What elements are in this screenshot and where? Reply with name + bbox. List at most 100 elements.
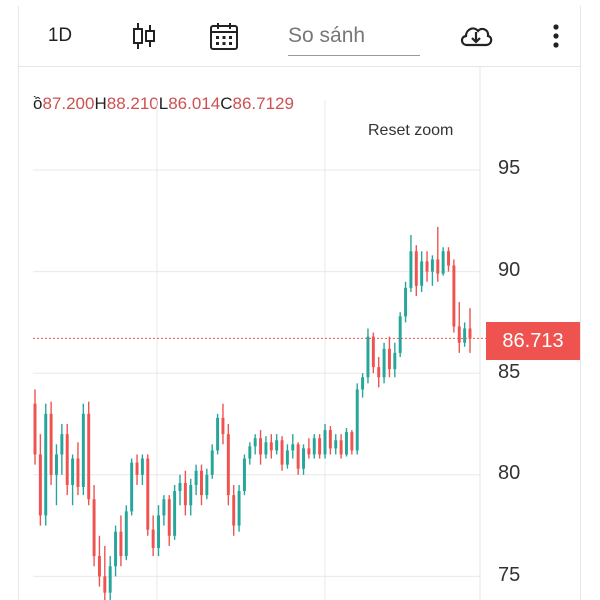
candle-body xyxy=(226,434,230,496)
candle-body xyxy=(296,444,300,469)
candle-body xyxy=(114,531,118,567)
candle-body xyxy=(157,515,160,548)
candle-body xyxy=(259,438,263,455)
candle-down xyxy=(280,436,284,471)
candle-down xyxy=(146,454,150,536)
high-value: 88.210 xyxy=(106,94,159,113)
candle-body xyxy=(414,251,418,286)
candle-body xyxy=(87,413,91,500)
y-tick-85: 85 xyxy=(498,361,521,383)
candlestick-icon[interactable] xyxy=(124,6,164,66)
candle-up xyxy=(237,484,241,532)
y-tick-95: 95 xyxy=(498,157,521,179)
compare-placeholder: So sánh xyxy=(288,24,366,47)
candle-body xyxy=(140,458,144,475)
candle-down xyxy=(103,545,107,600)
compare-input[interactable]: So sánh xyxy=(288,6,420,66)
candle-down xyxy=(92,484,96,567)
reset-zoom-button[interactable]: Reset zoom xyxy=(368,122,454,139)
candle-body xyxy=(361,377,365,390)
candle-body xyxy=(183,482,187,506)
right-border xyxy=(580,6,581,600)
candle-body xyxy=(65,434,69,485)
candle-body xyxy=(339,440,343,455)
timeframe-button[interactable]: 1D xyxy=(47,25,73,46)
y-tick-75: 75 xyxy=(498,564,521,586)
candle-up xyxy=(216,413,220,455)
candle-body xyxy=(275,440,279,451)
candle-body xyxy=(312,438,316,455)
y-tick-90: 90 xyxy=(498,259,521,281)
candle-body xyxy=(345,432,348,455)
calendar-icon[interactable] xyxy=(204,6,244,66)
candle-down xyxy=(97,535,101,587)
candle-body xyxy=(468,328,472,339)
candle-down xyxy=(269,434,273,459)
candle-up xyxy=(81,403,85,496)
candle-up xyxy=(355,383,359,455)
y-tick-80: 80 xyxy=(498,462,521,484)
candle-body xyxy=(189,484,193,506)
candle-body xyxy=(33,403,37,455)
candle-down xyxy=(350,430,354,455)
candle-body xyxy=(280,440,284,465)
candle-up xyxy=(253,434,257,455)
candle-down xyxy=(167,495,171,546)
candle-up xyxy=(264,436,268,459)
candle-up xyxy=(302,444,305,475)
candle-body xyxy=(457,326,461,343)
low-value: 86.014 xyxy=(168,94,221,113)
candle-up xyxy=(334,434,338,455)
candle-down xyxy=(33,389,37,465)
candle-body xyxy=(328,430,332,449)
candle-body xyxy=(103,576,107,593)
cloud-download-icon[interactable] xyxy=(456,6,496,66)
candle-body xyxy=(38,454,42,516)
candle-body xyxy=(393,352,397,370)
candle-body xyxy=(425,261,429,272)
candle-up xyxy=(361,373,365,398)
candle-down xyxy=(232,484,236,536)
candle-down xyxy=(135,454,139,485)
candle-body xyxy=(237,491,241,526)
candle-body xyxy=(76,458,80,487)
high-label: H xyxy=(94,94,107,113)
candle-down xyxy=(87,401,91,506)
candle-up xyxy=(173,484,177,540)
candle-body xyxy=(355,389,359,451)
candle-up xyxy=(393,342,397,378)
candle-up xyxy=(323,424,327,459)
candle-up xyxy=(210,444,214,479)
open-label: ồ xyxy=(33,94,43,113)
candle-body xyxy=(447,251,450,266)
candle-down xyxy=(436,226,440,282)
candle-body xyxy=(178,482,182,492)
candle-up xyxy=(130,458,134,516)
candle-down xyxy=(183,470,187,516)
candle-down xyxy=(296,442,300,475)
candle-body xyxy=(398,316,402,353)
more-vertical-icon[interactable] xyxy=(546,6,566,66)
candle-body xyxy=(205,474,209,496)
candle-up xyxy=(108,556,112,600)
candle-down xyxy=(414,245,418,296)
candle-up xyxy=(312,434,316,459)
candle-body xyxy=(350,432,354,451)
candle-body xyxy=(216,417,220,451)
candle-body xyxy=(264,442,268,455)
candle-body xyxy=(248,446,252,459)
candle-body xyxy=(285,450,289,465)
candle-body xyxy=(194,470,198,485)
open-value: 87.200 xyxy=(42,94,95,113)
candle-down xyxy=(49,401,53,485)
candle-up xyxy=(44,403,48,526)
candle-down xyxy=(425,251,429,282)
candle-body xyxy=(119,531,123,557)
candle-up xyxy=(178,474,182,506)
candle-up xyxy=(205,468,209,500)
candle-down xyxy=(328,426,332,455)
candle-down xyxy=(221,403,225,445)
candle-down xyxy=(387,336,391,378)
